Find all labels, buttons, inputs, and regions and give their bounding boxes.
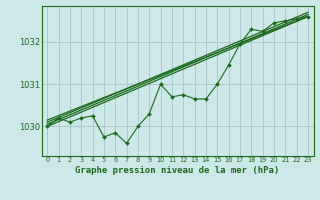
X-axis label: Graphe pression niveau de la mer (hPa): Graphe pression niveau de la mer (hPa) xyxy=(76,166,280,175)
